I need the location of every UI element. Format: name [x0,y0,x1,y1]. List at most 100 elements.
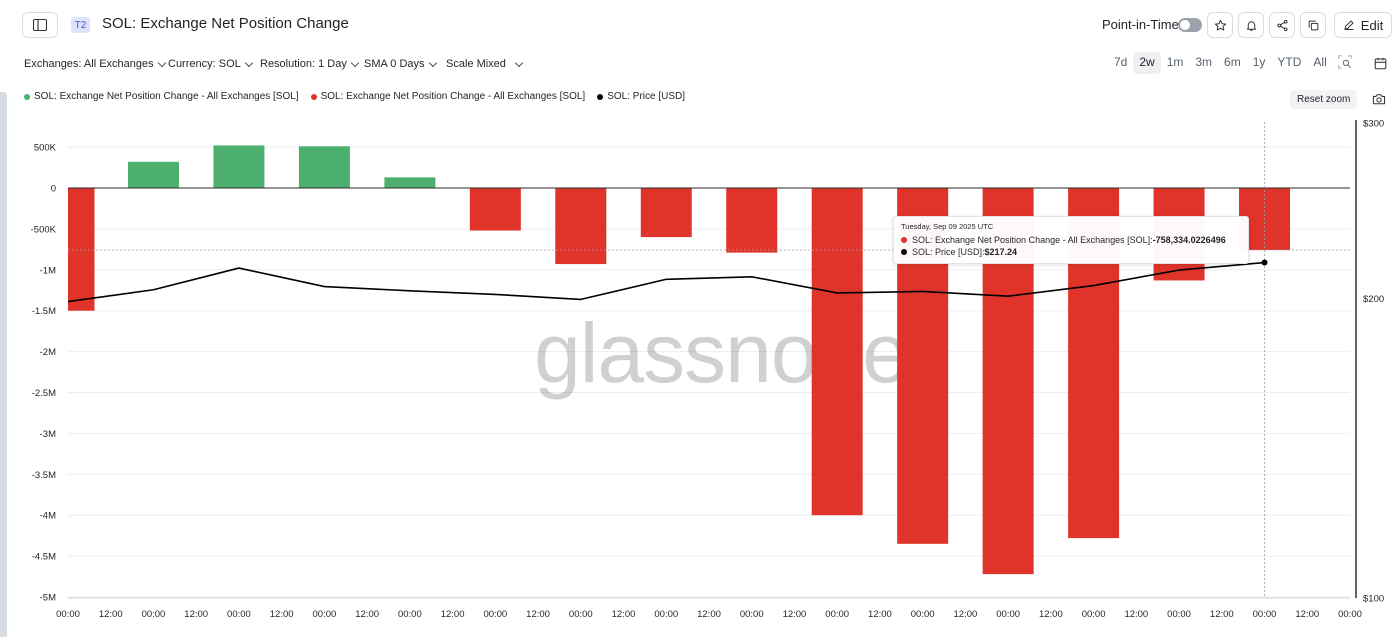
exchanges-select[interactable]: Exchanges: All Exchanges [24,58,166,70]
point-in-time-label: Point-in-Time [1102,17,1179,32]
page-title: SOL: Exchange Net Position Change [102,15,349,32]
legend-label: SOL: Price [USD] [607,91,686,102]
x-axis-tick-label: 00:00 [825,609,849,620]
x-axis-tick-label: 00:00 [227,609,251,620]
y-axis-right-tick-label: $100 [1363,594,1384,605]
bar[interactable] [640,188,692,238]
edit-label: Edit [1360,17,1384,33]
range-button-1y[interactable]: 1y [1252,55,1266,69]
y-axis-tick-label: -2M [40,347,56,358]
bar[interactable] [384,177,436,188]
chart-area[interactable]: 500K 0 -500K -1M -1.5M -2M -2.5M -3M -3.5M -4M -4.… [0,110,1400,637]
x-axis-tick-label: 12:00 [783,609,807,620]
copy-icon [1308,20,1318,30]
price-line[interactable] [67,261,1265,303]
share-button[interactable] [1269,12,1295,38]
range-button-3m[interactable]: 3m [1195,55,1213,69]
x-axis-tick-label: 12:00 [1039,609,1063,620]
x-axis-tick-label: 12:00 [1295,609,1319,620]
range-button-all[interactable]: All [1313,55,1327,69]
range-button-6m[interactable]: 6m [1224,55,1241,69]
x-axis-tick-label: 12:00 [184,609,208,620]
price-marker [1261,259,1268,266]
resolution-label: Resolution: 1 Day [260,58,347,70]
camera-icon [1372,94,1386,105]
x-axis-tick-label: 00:00 [398,609,422,620]
y-axis-tick-label: -1M [40,265,56,276]
edit-button[interactable]: Edit [1334,12,1392,38]
left-scroll-strip [0,92,7,637]
currency-select[interactable]: Currency: SOL [168,58,253,70]
x-axis-tick-label: 12:00 [954,609,978,620]
tooltip-row-price: SOL: Price [USD]: $217.24 [901,246,1241,258]
scale-label: Scale Mixed [446,58,506,70]
tooltip-label: SOL: Exchange Net Position Change - All … [912,235,1153,245]
tooltip-row-net-position: SOL: Exchange Net Position Change - All … [901,234,1241,246]
tooltip-dot [901,237,907,243]
chevron-down-icon [428,58,437,67]
pencil-icon [1344,20,1354,30]
legend-item[interactable]: SOL: Exchange Net Position Change - All … [310,91,585,102]
calendar-icon [1374,57,1386,69]
y-axis-tick-label: -500K [31,224,57,235]
reset-zoom-button[interactable]: Reset zoom [1290,90,1358,109]
x-axis-tick-label: 00:00 [313,609,337,620]
chevron-down-icon [157,58,166,67]
legend-item[interactable]: SOL: Price [USD] [597,91,685,102]
resolution-select[interactable]: Resolution: 1 Day [260,58,360,70]
bar[interactable] [127,161,179,188]
zoom-select-button[interactable] [1338,55,1354,71]
tier-badge: T2 [71,17,90,33]
sidebar-icon [33,19,47,31]
x-axis-tick-label: 12:00 [441,609,465,620]
duplicate-button[interactable] [1300,12,1326,38]
point-in-time-toggle[interactable] [1178,18,1202,32]
x-axis-tick-label: 00:00 [740,609,764,620]
y-axis-right-tick-label: $200 [1363,294,1384,305]
x-axis-tick-label: 12:00 [697,609,721,620]
bar[interactable] [68,188,95,311]
x-axis-tick-label: 00:00 [56,609,80,620]
x-axis-tick-label: 12:00 [868,609,892,620]
y-axis-tick-label: -4M [40,511,56,522]
x-axis-tick-label: 00:00 [996,609,1020,620]
sma-label: SMA 0 Days [364,58,425,70]
y-axis-tick-label: 0 [51,184,56,195]
bar[interactable] [555,188,607,265]
bell-icon [1246,20,1256,31]
range-button-7d[interactable]: 7d [1114,55,1128,69]
bar[interactable] [811,188,863,516]
bar[interactable] [213,145,265,188]
y-axis-right-tick-label: $300 [1363,119,1384,130]
x-axis-tick-label: 00:00 [483,609,507,620]
x-axis-tick-label: 12:00 [1210,609,1234,620]
range-button-1m[interactable]: 1m [1166,55,1184,69]
legend-dot [597,93,604,100]
tooltip-value: -758,334.0226496 [1152,235,1226,245]
legend-item[interactable]: SOL: Exchange Net Position Change - All … [24,91,299,102]
exchanges-label: Exchanges: All Exchanges [24,58,154,70]
x-axis-tick-label: 12:00 [270,609,294,620]
scale-select[interactable]: Scale Mixed [446,58,524,70]
tooltip-value: $217.24 [984,247,1018,257]
range-button-ytd[interactable]: YTD [1277,55,1302,69]
sma-select[interactable]: SMA 0 Days [364,58,437,70]
x-axis-tick-label: 12:00 [355,609,379,620]
share-icon [1276,19,1288,31]
bar[interactable] [298,146,350,188]
x-axis-tick-label: 00:00 [654,609,678,620]
screenshot-button[interactable] [1372,92,1390,108]
range-button-2w[interactable]: 2w [1133,52,1161,74]
sidebar-toggle-button[interactable] [22,12,58,38]
calendar-button[interactable] [1368,52,1392,74]
x-axis-tick-label: 12:00 [612,609,636,620]
alert-button[interactable] [1238,12,1264,38]
x-axis-tick-label: 00:00 [569,609,593,620]
y-axis-tick-label: -5M [40,593,56,604]
tooltip-label: SOL: Price [USD]: [912,247,985,257]
bar[interactable] [726,188,778,253]
legend-dot [310,93,317,100]
star-icon [1214,19,1226,31]
bar[interactable] [469,188,521,231]
favorite-button[interactable] [1207,12,1233,38]
